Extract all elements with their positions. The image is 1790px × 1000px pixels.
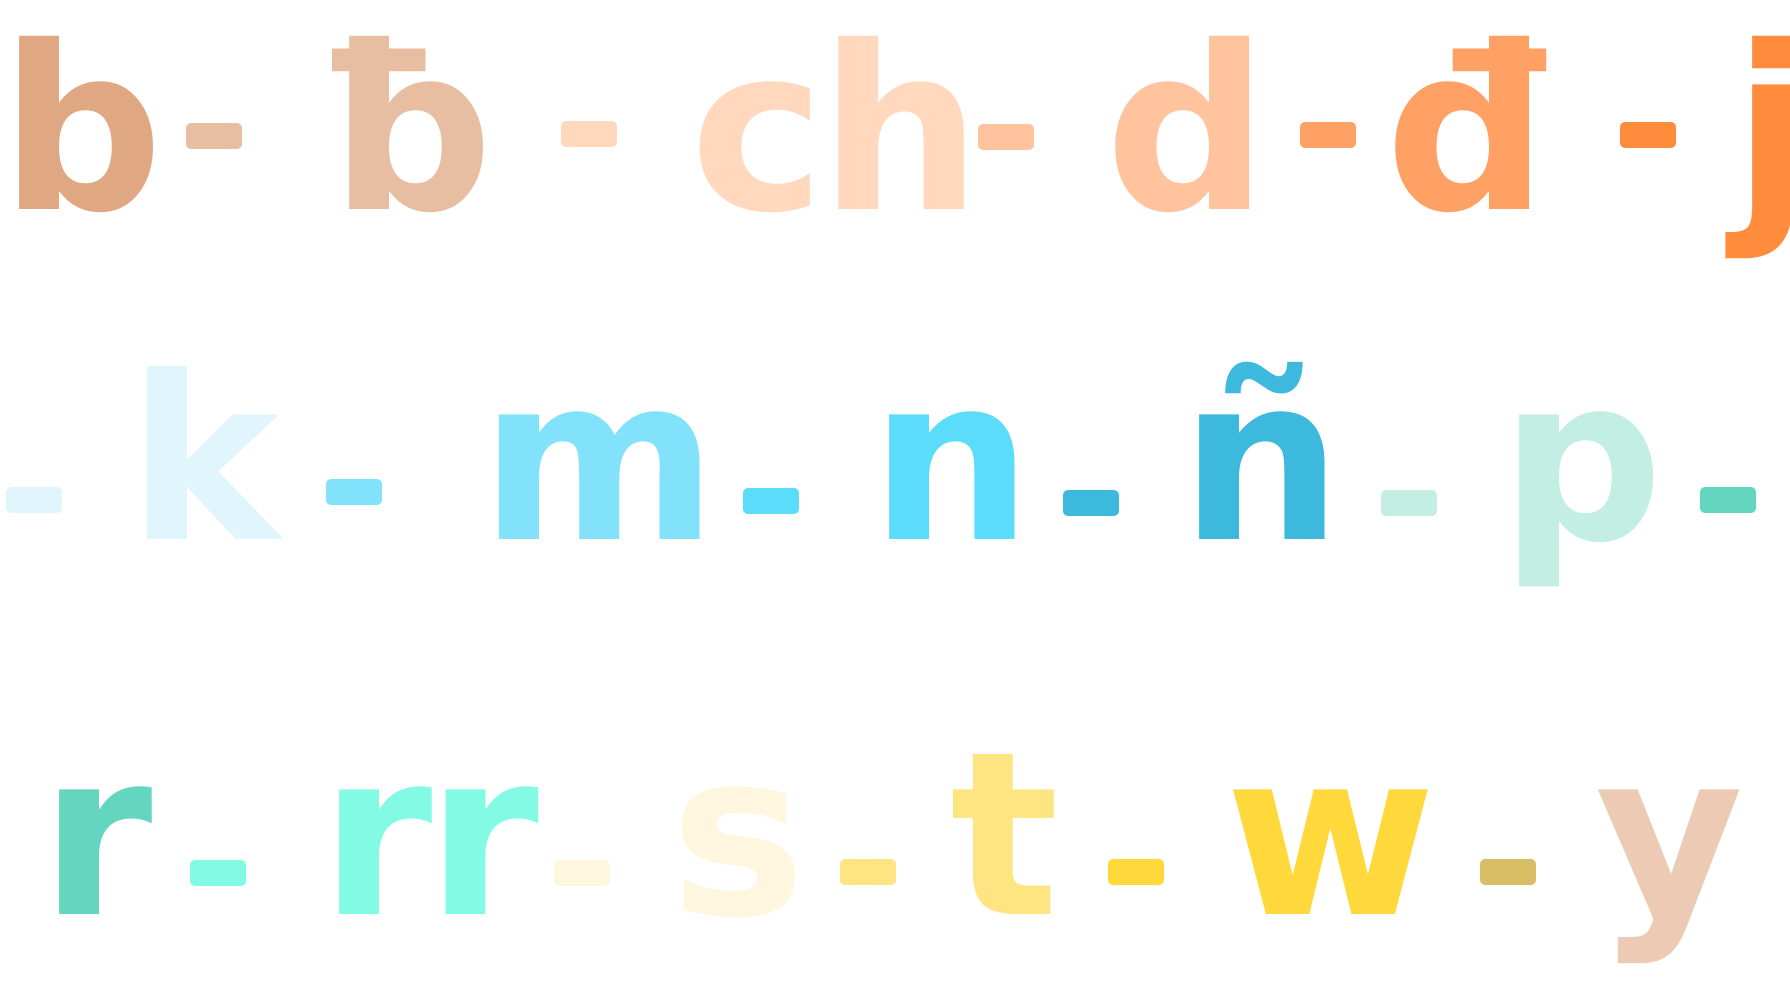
letter-rr: rr — [320, 702, 539, 968]
separator-dash — [978, 124, 1034, 150]
letter-j: j — [1733, 0, 1790, 263]
letter-s: s — [670, 702, 806, 968]
separator-dash — [1620, 122, 1676, 148]
letter-d-stroke: đ — [1385, 0, 1548, 263]
letter-ch: ch — [690, 0, 981, 263]
separator-dash — [554, 860, 610, 886]
separator-dash — [840, 859, 896, 885]
separator-dash — [1063, 490, 1119, 516]
alphabet-row-3: r rr s t w y — [0, 705, 1790, 965]
alphabet-row-1: b ƀ ch d đ j — [0, 0, 1790, 260]
letter-d: d — [1105, 0, 1268, 263]
letter-n: n — [870, 327, 1032, 593]
letter-b-stroke: ƀ — [330, 0, 493, 263]
separator-dash — [6, 487, 62, 513]
letter-r: r — [40, 702, 152, 968]
separator-dash — [561, 121, 617, 147]
letter-m: m — [480, 327, 718, 593]
letter-k: k — [128, 327, 280, 593]
letter-t: t — [950, 702, 1059, 968]
separator-dash — [326, 479, 382, 505]
letter-n-tilde: ñ — [1180, 327, 1342, 593]
separator-dash — [743, 488, 799, 514]
separator-dash — [1108, 859, 1164, 885]
separator-dash — [190, 860, 246, 886]
separator-dash — [1300, 122, 1356, 148]
separator-dash — [1480, 859, 1536, 885]
separator-dash — [186, 123, 242, 149]
letter-y: y — [1595, 702, 1744, 968]
letter-p: p — [1500, 327, 1663, 593]
separator-dash — [1700, 487, 1756, 513]
separator-dash — [1381, 490, 1437, 516]
letter-w: w — [1225, 702, 1436, 968]
alphabet-row-2: k m n ñ p — [0, 330, 1790, 590]
letter-b: b — [0, 0, 163, 263]
